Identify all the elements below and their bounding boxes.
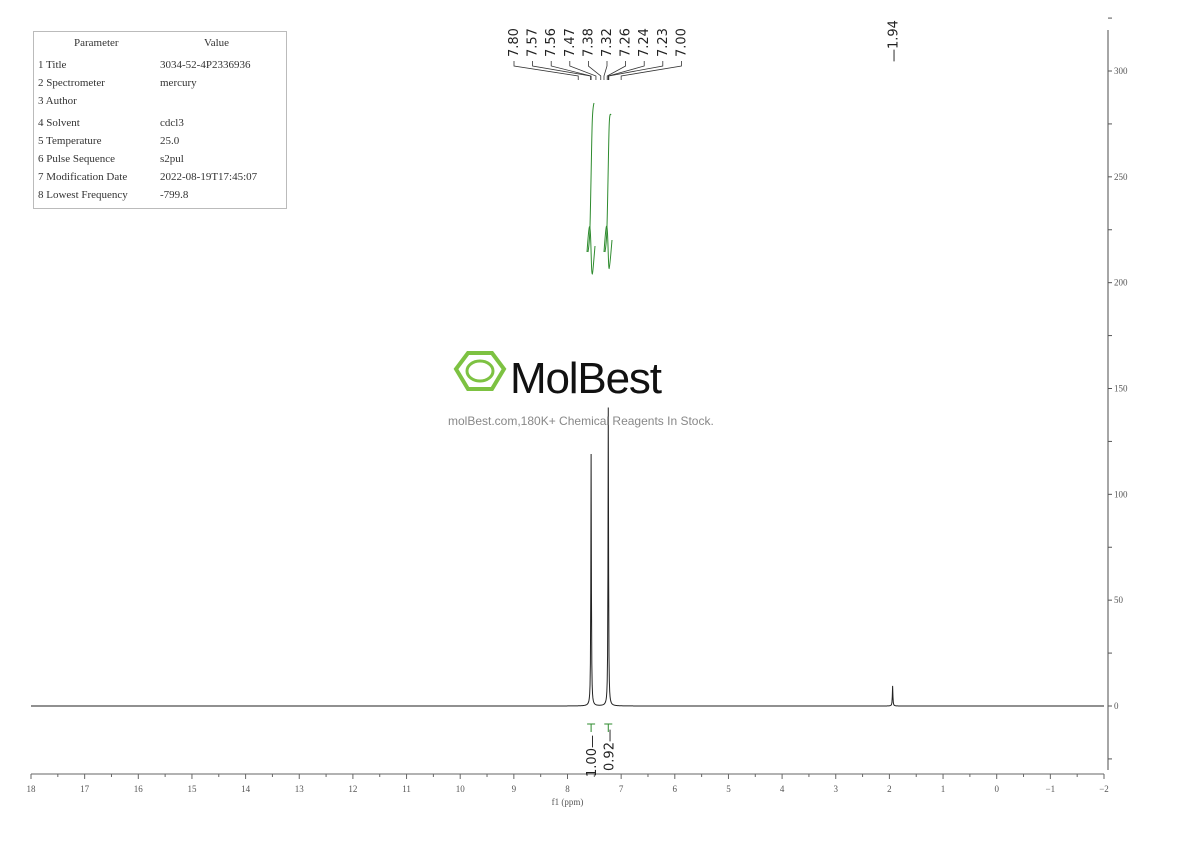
integral-curve — [587, 102, 595, 253]
integral-value: 0.92— — [602, 729, 617, 771]
y-tick-label: 250 — [1114, 172, 1128, 182]
peak-label-leader — [588, 61, 602, 80]
x-tick-label: 5 — [726, 784, 731, 794]
y-tick-label: 150 — [1114, 384, 1128, 394]
x-axis-label: f1 (ppm) — [552, 797, 584, 807]
watermark-logo-ring — [465, 359, 495, 383]
peak-label: 7.57 — [526, 28, 541, 57]
x-tick-label: 10 — [456, 784, 466, 794]
x-tick-label: 4 — [780, 784, 785, 794]
x-tick-label: 11 — [402, 784, 411, 794]
param-header: Parameter — [74, 37, 119, 49]
peak-label-leader — [569, 61, 597, 80]
integral-bracket — [604, 723, 613, 732]
x-tick-label: 7 — [619, 784, 624, 794]
y-tick-label: 200 — [1114, 278, 1128, 288]
peak-label-leader — [513, 61, 579, 80]
param-name: 5 Temperature — [38, 135, 102, 147]
peak-label-leader — [620, 61, 682, 80]
peak-label: 7.47 — [563, 28, 578, 57]
param-name: 6 Pulse Sequence — [38, 153, 115, 165]
x-tick-label: 3 — [834, 784, 839, 794]
x-tick-label: 13 — [295, 784, 305, 794]
param-name: 8 Lowest Frequency — [38, 189, 128, 201]
spectrum-line — [31, 407, 1104, 707]
x-tick-label: 12 — [348, 784, 357, 794]
param-name: 4 Solvent — [38, 117, 80, 129]
x-tick-label: 0 — [994, 784, 999, 794]
param-name: 2 Spectrometer — [38, 77, 105, 89]
x-tick-label: 15 — [187, 784, 197, 794]
param-value: 2022-08-19T17:45:07 — [160, 171, 258, 183]
value-header: Value — [204, 37, 230, 49]
peak-label: —1.94 — [887, 20, 902, 62]
integral-curve — [603, 225, 613, 270]
param-name: 1 Title — [38, 59, 67, 71]
param-value: cdcl3 — [160, 117, 184, 129]
y-tick-label: 300 — [1114, 66, 1128, 76]
parameter-table: Parameter Value 1 Title 3034-52-4P2336936… — [33, 31, 287, 209]
x-tick-label: −2 — [1099, 784, 1109, 794]
x-tick-label: 18 — [27, 784, 37, 794]
x-tick-label: 8 — [565, 784, 570, 794]
y-tick-label: 50 — [1114, 595, 1124, 605]
peak-label: 7.80 — [507, 28, 522, 57]
peak-label-leader — [607, 61, 645, 80]
param-value: -799.8 — [160, 189, 189, 201]
param-value: mercury — [160, 77, 197, 89]
peak-label: 7.00 — [674, 28, 689, 57]
peak-label: 7.56 — [544, 28, 559, 57]
param-value: 25.0 — [160, 135, 180, 147]
y-tick-label: 100 — [1114, 489, 1128, 499]
integral-curve — [586, 226, 596, 275]
peak-label: 7.23 — [656, 28, 671, 57]
watermark-subtitle: molBest.com,180K+ Chemical Reagents In S… — [448, 414, 714, 428]
peak-label: 7.24 — [637, 28, 652, 57]
peak-label-leader — [608, 61, 664, 80]
watermark-logo-hexagon — [453, 351, 507, 391]
param-name: 7 Modification Date — [38, 171, 128, 183]
peak-label-leader — [606, 61, 626, 80]
peak-label: 7.26 — [619, 28, 634, 57]
peak-label-leader — [532, 61, 591, 80]
integral-curve — [604, 113, 612, 253]
x-tick-label: 1 — [941, 784, 946, 794]
x-tick-label: 14 — [241, 784, 251, 794]
peak-label: 7.32 — [600, 28, 615, 57]
x-tick-label: 17 — [80, 784, 90, 794]
y-tick-label: 0 — [1114, 701, 1119, 711]
integral-value: 1.00— — [585, 735, 600, 777]
integral-bracket — [587, 723, 596, 732]
x-tick-label: 16 — [134, 784, 144, 794]
x-tick-label: 6 — [673, 784, 678, 794]
peak-label-leader — [603, 61, 608, 80]
peak-label-leader — [550, 61, 592, 80]
x-tick-label: −1 — [1046, 784, 1056, 794]
x-tick-label: 9 — [512, 784, 517, 794]
param-value: s2pul — [160, 153, 184, 165]
param-value: 3034-52-4P2336936 — [160, 59, 251, 71]
peak-label: 7.38 — [581, 28, 596, 57]
watermark-logo-text: MolBest — [510, 354, 662, 403]
x-tick-label: 2 — [887, 784, 892, 794]
param-name: 3 Author — [38, 95, 77, 107]
